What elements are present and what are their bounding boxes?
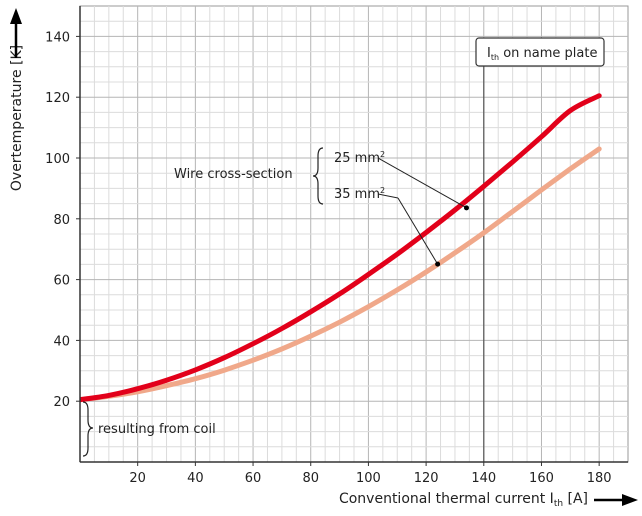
annotations: Ith on name plate Wire cross-section 25 mm…: [82, 37, 605, 457]
curves: [80, 93, 602, 403]
y-tick-label: 20: [53, 395, 70, 410]
x-tick-label: 100: [356, 471, 381, 486]
y-tick-label: 80: [53, 213, 70, 228]
wire-brace-icon: [312, 147, 324, 205]
y-axis-arrow-icon: [10, 8, 22, 24]
coil-label: resulting from coil: [98, 422, 216, 437]
y-tick-label: 100: [45, 152, 70, 167]
name-plate-label: Ith on name plate: [487, 46, 597, 62]
leader-line-35mm-b: [397, 197, 439, 265]
y-tick-label: 120: [45, 91, 70, 106]
x-tick-label: 120: [414, 471, 439, 486]
y-tick-label: 140: [45, 30, 70, 45]
x-tick-label: 140: [471, 471, 496, 486]
x-tick-label: 180: [587, 471, 612, 486]
label-35mm: 35 mm2: [334, 186, 385, 202]
y-tick-label: 60: [53, 274, 70, 289]
x-axis-arrow-icon: [622, 494, 638, 506]
point-marker-25mm: [463, 205, 469, 211]
y-tick-label: 40: [53, 334, 70, 349]
name-plate-box: [475, 37, 605, 67]
x-tick-label: 20: [129, 471, 146, 486]
leader-line-35mm-a: [377, 193, 399, 199]
series-line-35mm: [80, 146, 602, 403]
leader-line-25mm: [377, 157, 467, 209]
label-25mm: 25 mm2: [334, 150, 385, 166]
coil-brace-icon: [82, 401, 94, 457]
point-marker-35mm: [435, 261, 441, 267]
series-line-25mm: [80, 93, 602, 403]
x-axis-label: Conventional thermal current Ith [A]: [339, 491, 588, 509]
wire-cross-section-label: Wire cross-section: [174, 167, 293, 182]
x-tick-label: 160: [529, 471, 554, 486]
tick-labels: 20 40 60 80 100 120 140 160 180 20 40 60 80 100 120 140: [45, 30, 611, 486]
grid: [80, 6, 628, 462]
y-axis-label: Overtemperature [K]: [9, 45, 25, 191]
x-tick-label: 80: [302, 471, 319, 486]
x-tick-label: 40: [187, 471, 204, 486]
x-tick-label: 60: [245, 471, 262, 486]
